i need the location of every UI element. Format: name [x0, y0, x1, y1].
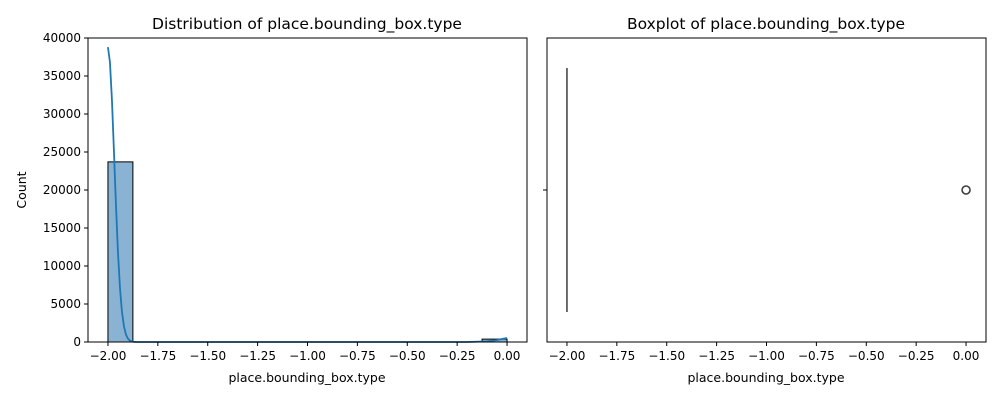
x-tick-label: 0.00: [953, 349, 980, 363]
x-axis-label: place.bounding_box.type: [687, 370, 844, 385]
histogram-chart: Distribution of place.bounding_box.type …: [14, 15, 528, 385]
boxplot-chart: Boxplot of place.bounding_box.type −2.00…: [543, 15, 987, 385]
x-tick-label: −0.25: [898, 349, 935, 363]
y-tick-label: 10000: [43, 259, 81, 273]
y-tick-label: 40000: [43, 31, 81, 45]
y-axis-label: Count: [14, 171, 29, 208]
x-tick-label: −0.25: [439, 349, 476, 363]
x-tick-label: −1.25: [698, 349, 735, 363]
y-tick-label: 15000: [43, 221, 81, 235]
y-tick-label: 35000: [43, 69, 81, 83]
histogram-bar: [107, 161, 134, 343]
y-tick-label: 0: [73, 335, 81, 349]
x-tick-label: −1.00: [289, 349, 326, 363]
y-tick-label: 5000: [50, 297, 81, 311]
x-axis-label: place.bounding_box.type: [228, 370, 385, 385]
x-tick-label: −1.50: [648, 349, 685, 363]
chart-title: Boxplot of place.bounding_box.type: [627, 15, 905, 34]
x-tick-label: −0.75: [798, 349, 835, 363]
x-tick-label: −2.00: [549, 349, 586, 363]
y-tick-label: 25000: [43, 145, 81, 159]
y-tick-label: 20000: [43, 183, 81, 197]
x-tick-label: −0.50: [848, 349, 885, 363]
x-tick-label: −1.00: [748, 349, 785, 363]
y-tick-label: 30000: [43, 107, 81, 121]
kde-line: [107, 47, 508, 343]
x-tick-label: −1.75: [598, 349, 635, 363]
x-tick-label: −1.25: [239, 349, 276, 363]
x-tick-label: −1.75: [139, 349, 176, 363]
x-tick-label: 0.00: [494, 349, 521, 363]
outlier-point: [961, 185, 971, 195]
chart-title: Distribution of place.bounding_box.type: [152, 15, 462, 34]
x-tick-label: −2.00: [90, 349, 127, 363]
plot-frame: [87, 37, 528, 343]
x-tick-label: −1.50: [189, 349, 226, 363]
x-tick-label: −0.50: [389, 349, 426, 363]
x-tick-label: −0.75: [339, 349, 376, 363]
plot-frame: [546, 37, 987, 343]
